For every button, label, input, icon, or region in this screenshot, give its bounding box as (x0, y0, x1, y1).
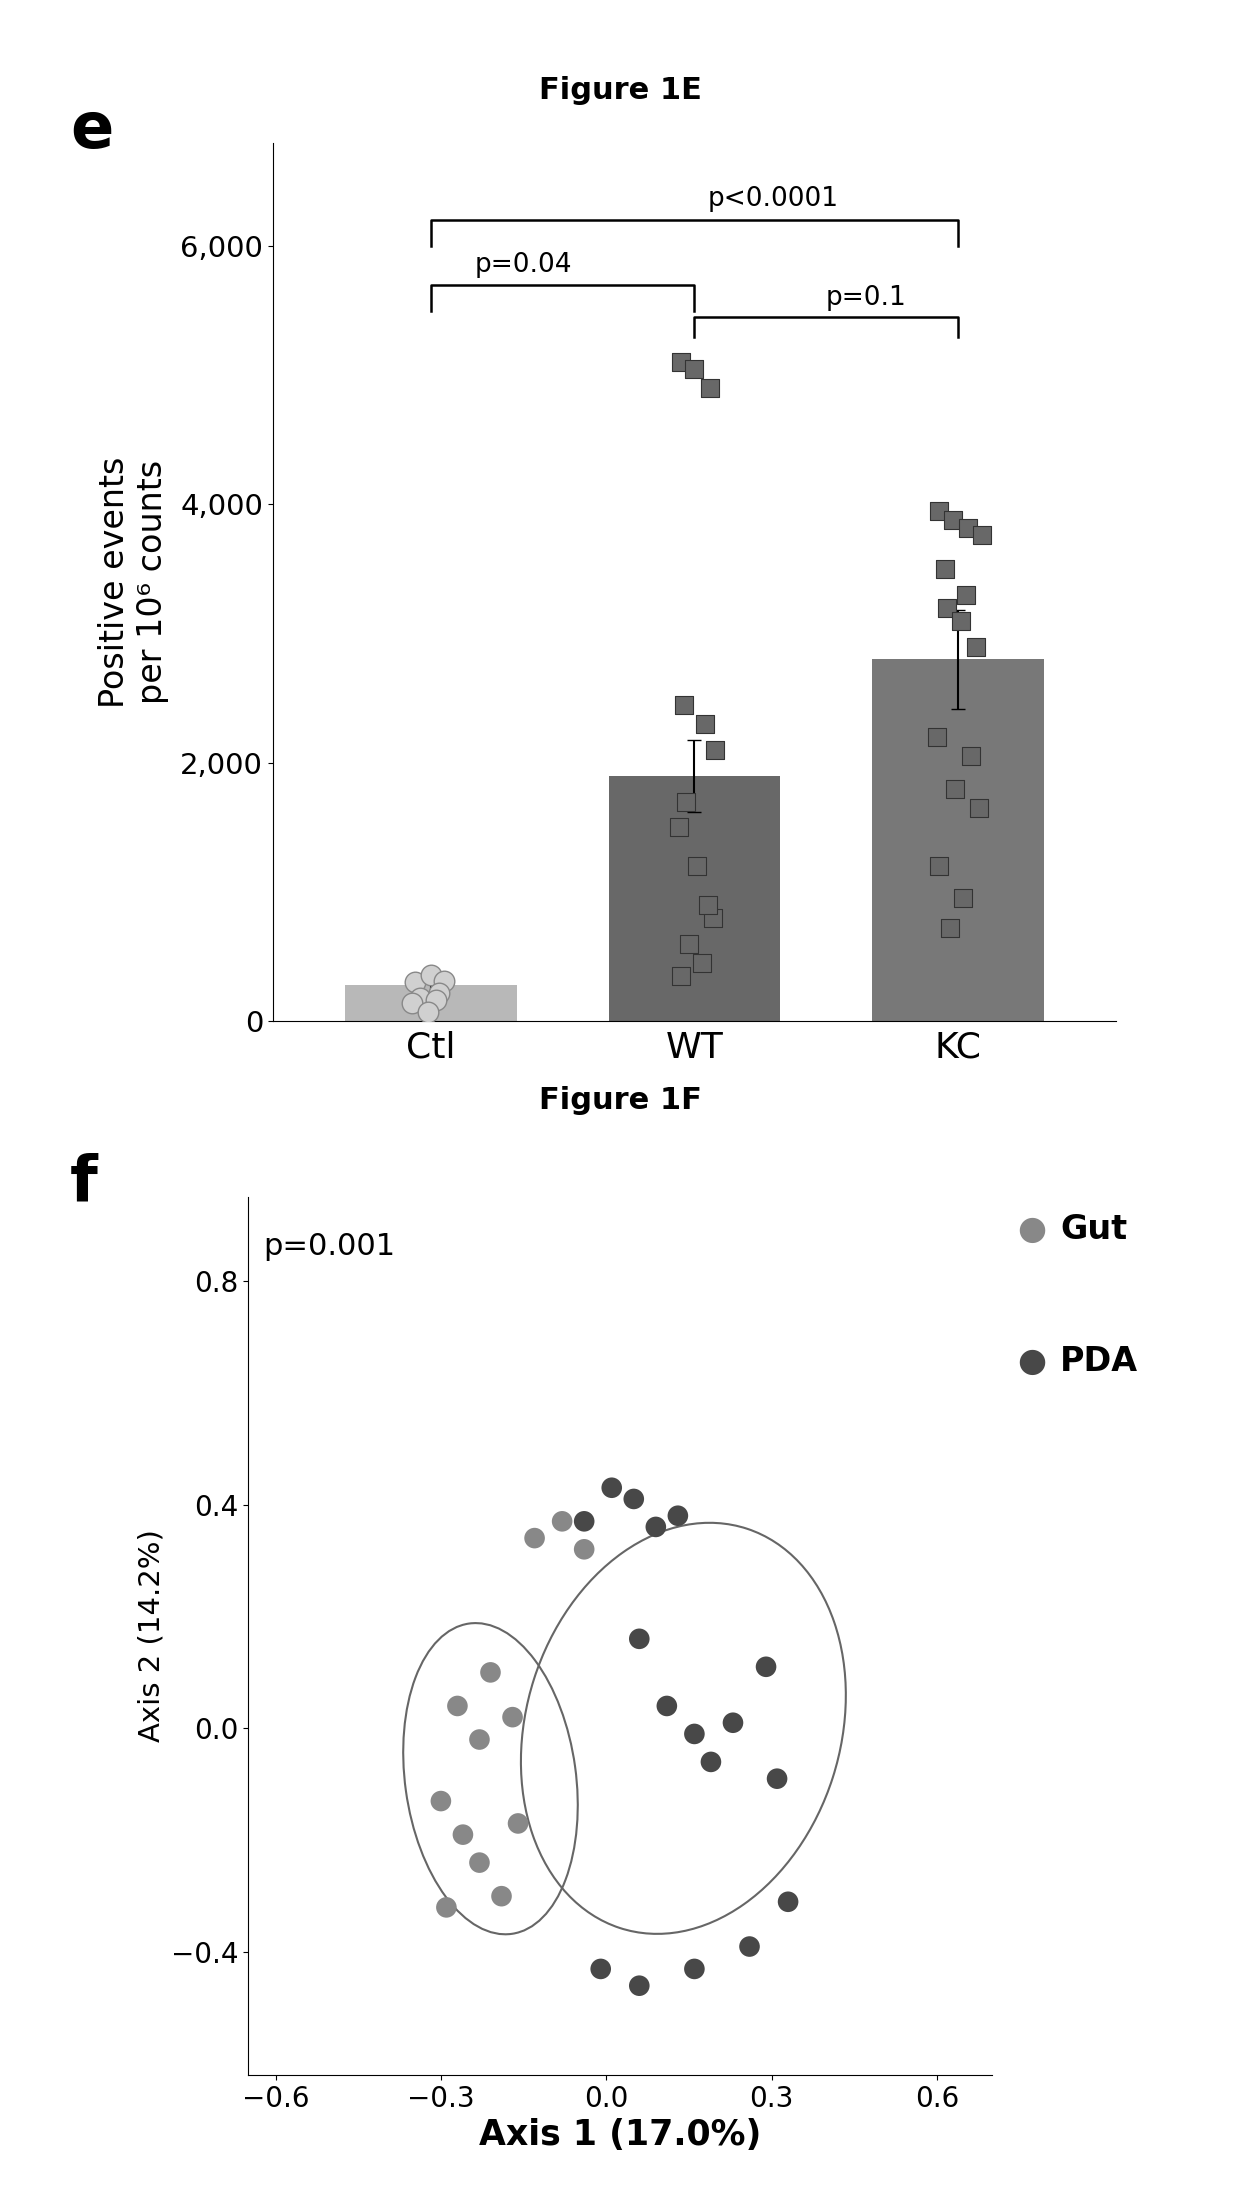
Point (675, 687, 694, 722)
Point (701, 1744, 720, 1779)
Point (668, 810, 688, 845)
Point (768, 1761, 787, 1796)
Point (966, 628, 986, 663)
Point (687, 848, 707, 883)
Point (590, 1952, 610, 1987)
Text: Gut: Gut (1060, 1212, 1127, 1247)
Point (418, 995, 438, 1030)
Point (940, 911, 960, 946)
Point (668, 1498, 688, 1533)
Text: p=0.001: p=0.001 (263, 1232, 396, 1261)
Point (403, 986, 423, 1021)
Point (926, 720, 947, 755)
Point (470, 1722, 490, 1757)
Point (525, 1520, 544, 1555)
Text: ●: ● (1017, 1212, 1045, 1247)
Point (694, 707, 714, 742)
Point (930, 848, 950, 883)
Point (601, 1469, 621, 1504)
Point (434, 964, 454, 999)
Point (956, 578, 976, 613)
Point (429, 975, 449, 1010)
Point (630, 1621, 650, 1656)
Point (970, 791, 990, 826)
Text: Figure 1F: Figure 1F (538, 1087, 702, 1116)
Point (756, 1649, 776, 1684)
Point (427, 984, 446, 1019)
Point (684, 1952, 704, 1987)
Point (671, 345, 691, 380)
Y-axis label: Positive events
per 10⁶ counts: Positive events per 10⁶ counts (98, 457, 169, 707)
Point (937, 591, 957, 626)
Point (502, 1700, 522, 1735)
Point (723, 1704, 743, 1739)
Point (684, 1717, 704, 1752)
Text: f: f (69, 1153, 97, 1214)
X-axis label: Axis 1 (17.0%): Axis 1 (17.0%) (479, 2119, 761, 2152)
Text: p=0.04: p=0.04 (475, 253, 572, 279)
Point (680, 927, 699, 962)
Point (432, 1783, 451, 1818)
Bar (609, 775, 780, 1021)
Point (942, 503, 962, 538)
Point (779, 1884, 799, 1919)
Point (410, 979, 430, 1015)
Point (453, 1816, 472, 1851)
Point (436, 1891, 456, 1926)
Text: e: e (71, 99, 114, 160)
Point (972, 518, 992, 553)
Point (574, 1504, 594, 1539)
Point (646, 1509, 666, 1544)
Point (701, 371, 720, 406)
Bar (345, 986, 517, 1021)
Point (508, 1805, 528, 1840)
Point (491, 1878, 511, 1913)
Point (684, 351, 704, 386)
Point (739, 1928, 759, 1963)
Text: p<0.0001: p<0.0001 (708, 187, 839, 213)
Point (552, 1504, 572, 1539)
Point (405, 964, 425, 999)
Point (945, 771, 965, 806)
Point (657, 1689, 677, 1724)
Point (574, 1533, 594, 1568)
Point (951, 604, 971, 639)
Point (935, 551, 955, 586)
Point (671, 957, 691, 993)
Point (448, 1689, 467, 1724)
Point (961, 738, 981, 773)
Text: Figure 1E: Figure 1E (538, 77, 702, 105)
Point (954, 881, 973, 916)
Point (630, 1968, 650, 2003)
Point (677, 784, 697, 819)
Point (624, 1482, 644, 1517)
Text: p=0.1: p=0.1 (826, 285, 906, 310)
Bar (872, 659, 1044, 1021)
Point (692, 946, 712, 982)
Point (470, 1845, 490, 1880)
Point (698, 887, 718, 922)
Y-axis label: Axis 2 (14.2%): Axis 2 (14.2%) (138, 1531, 165, 1741)
Text: PDA: PDA (1060, 1344, 1138, 1379)
Point (959, 509, 978, 545)
Point (930, 494, 950, 529)
Text: ●: ● (1017, 1344, 1045, 1379)
Point (422, 957, 441, 993)
Point (703, 900, 723, 935)
Point (706, 731, 725, 766)
Point (481, 1656, 501, 1691)
